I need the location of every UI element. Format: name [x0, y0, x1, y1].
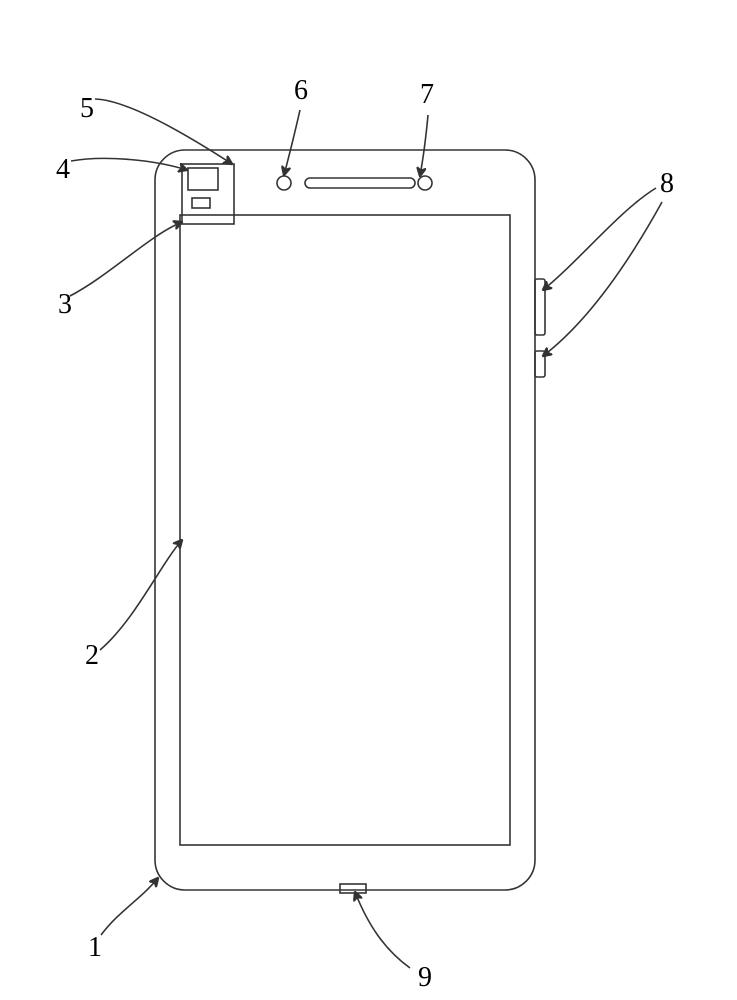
label-4: 4: [56, 154, 70, 185]
leader-7: [420, 115, 428, 176]
label-1: 1: [88, 932, 102, 963]
leader-9: [355, 892, 410, 968]
label-2: 2: [85, 640, 99, 671]
speaker-slot: [305, 178, 415, 188]
leader-1: [101, 878, 158, 935]
corner-rect-small: [192, 198, 210, 208]
leader-8b: [543, 202, 662, 356]
diagram-canvas: 1 2 3 4 5 6 7 8 9: [0, 0, 737, 1000]
leader-2: [100, 540, 182, 650]
bottom-port: [340, 884, 366, 893]
label-3: 3: [58, 289, 72, 320]
front-cam-right: [418, 176, 432, 190]
leader-4: [71, 158, 187, 170]
side-button-top: [535, 279, 545, 335]
label-9: 9: [418, 962, 432, 993]
leader-3: [70, 222, 182, 296]
phone-body: [155, 150, 535, 890]
leader-5: [95, 99, 232, 164]
leader-8a: [543, 188, 656, 290]
corner-rect-big: [188, 168, 218, 190]
front-cam-left: [277, 176, 291, 190]
label-8: 8: [660, 168, 674, 199]
leader-6: [284, 110, 300, 175]
label-7: 7: [420, 79, 434, 110]
label-6: 6: [294, 75, 308, 106]
label-5: 5: [80, 93, 94, 124]
phone-screen: [180, 215, 510, 845]
